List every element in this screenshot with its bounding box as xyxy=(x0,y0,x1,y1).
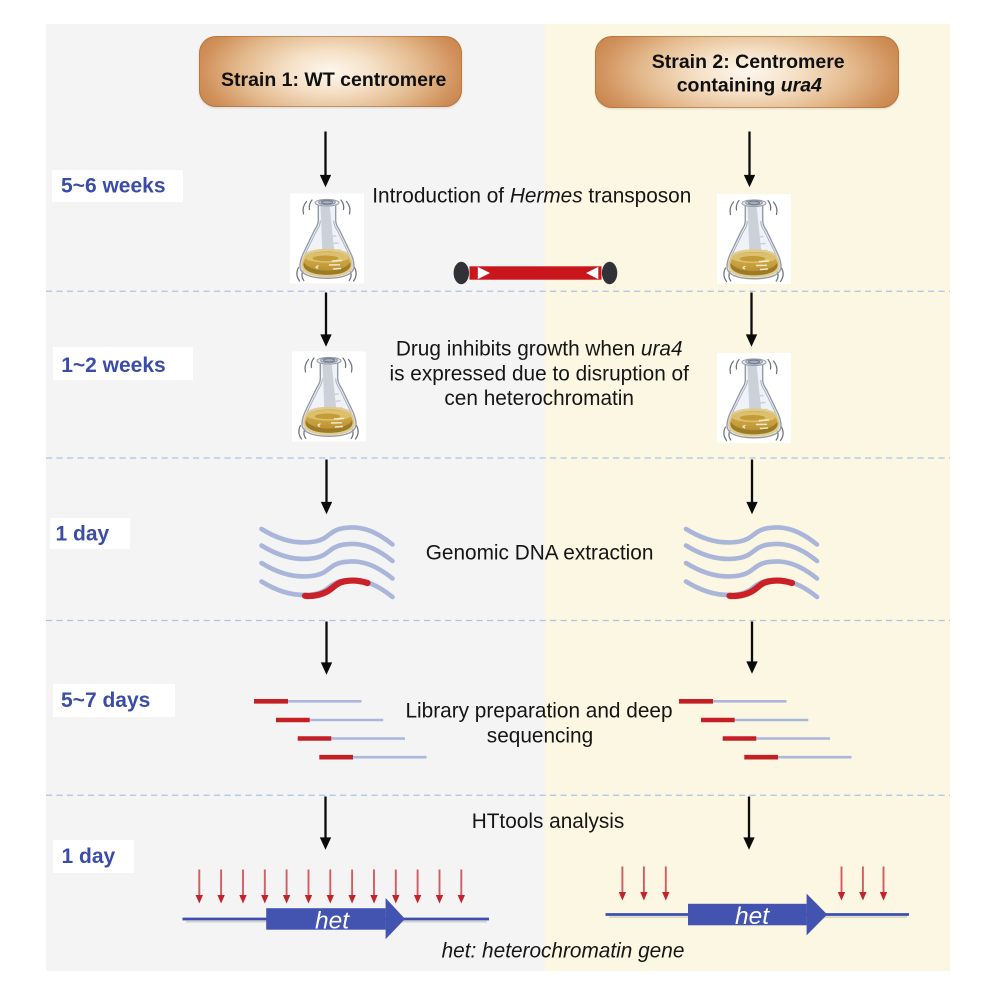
svg-text:1~2 weeks: 1~2 weeks xyxy=(61,354,166,377)
svg-text:Strain 2: Centromere: Strain 2: Centromere xyxy=(652,51,845,73)
svg-text:5~6 weeks: 5~6 weeks xyxy=(61,175,166,198)
svg-text:het: heterochromatin gene: het: heterochromatin gene xyxy=(442,940,685,963)
svg-text:cen heterochromatin: cen heterochromatin xyxy=(444,387,634,410)
svg-text:HTtools analysis: HTtools analysis xyxy=(472,810,625,833)
svg-text:sequencing: sequencing xyxy=(487,724,593,747)
svg-text:1 day: 1 day xyxy=(62,845,116,868)
svg-text:5~7 days: 5~7 days xyxy=(61,689,150,712)
svg-text:Drug inhibits growth when ura4: Drug inhibits growth when ura4 xyxy=(396,338,683,361)
svg-text:Introduction of Hermes transpo: Introduction of Hermes transposon xyxy=(372,184,691,207)
svg-text:is expressed due to disruption: is expressed due to disruption of xyxy=(389,362,689,385)
svg-text:containing ura4: containing ura4 xyxy=(677,74,822,96)
svg-text:Library preparation and deep: Library preparation and deep xyxy=(405,699,672,722)
svg-text:Strain 1: WT centromere: Strain 1: WT centromere xyxy=(221,69,447,91)
svg-text:het: het xyxy=(735,903,770,930)
svg-text:het: het xyxy=(315,908,350,935)
svg-text:Genomic DNA extraction: Genomic DNA extraction xyxy=(426,542,654,565)
svg-text:1 day: 1 day xyxy=(56,523,110,546)
